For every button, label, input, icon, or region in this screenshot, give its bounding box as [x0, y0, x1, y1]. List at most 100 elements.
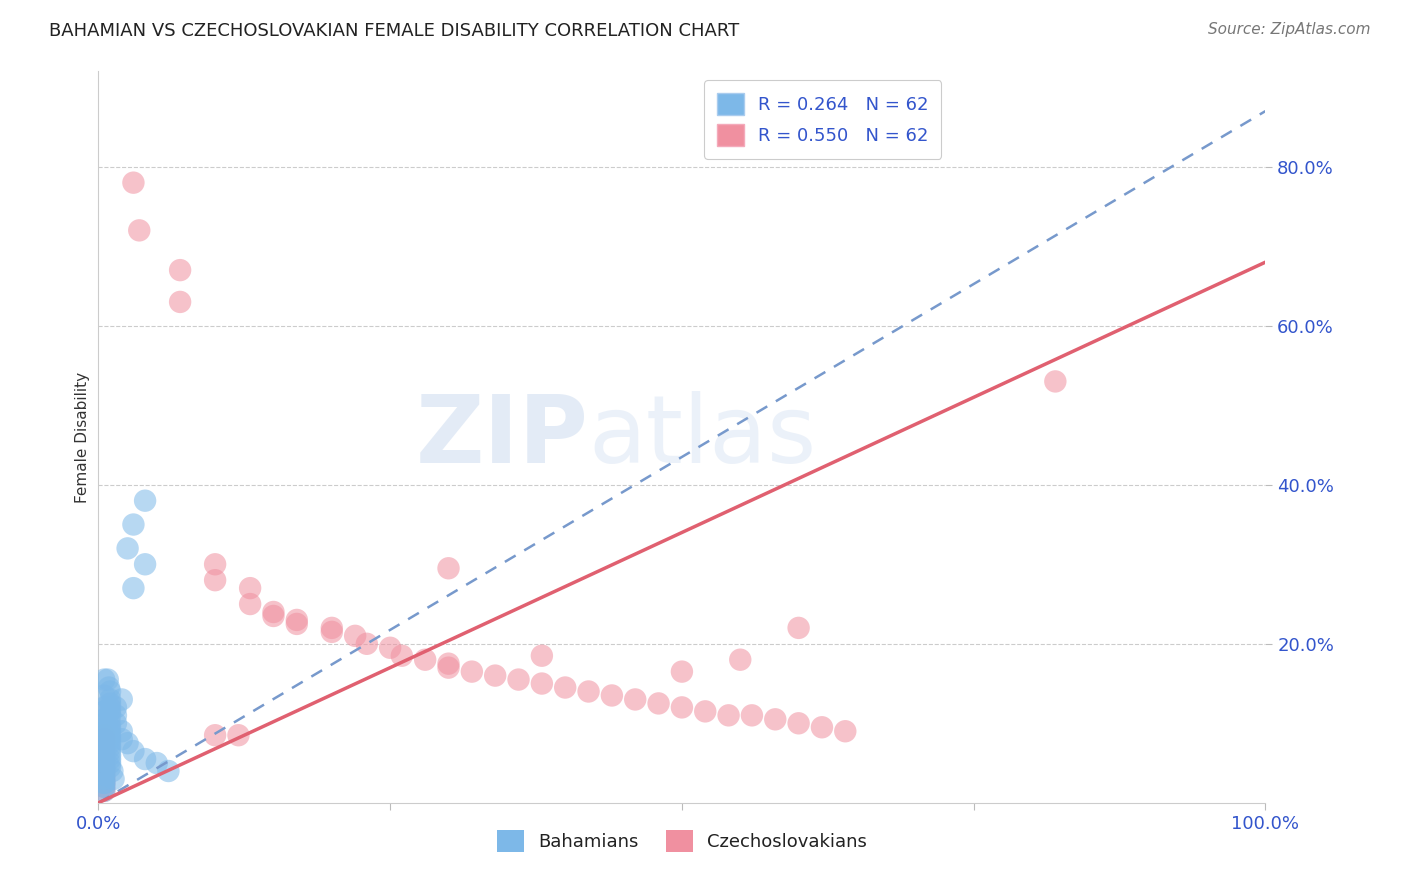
Point	[111, 724, 134, 739]
Point	[93, 780, 115, 794]
Point	[98, 684, 121, 698]
Point	[98, 697, 121, 711]
Point	[122, 517, 145, 532]
Point	[204, 558, 226, 572]
Point	[93, 760, 115, 774]
Point	[97, 673, 120, 687]
Point	[93, 776, 115, 790]
Point	[98, 736, 121, 750]
Point	[93, 728, 115, 742]
Text: ZIP: ZIP	[416, 391, 589, 483]
Text: Source: ZipAtlas.com: Source: ZipAtlas.com	[1208, 22, 1371, 37]
Point	[554, 681, 576, 695]
Point	[285, 616, 308, 631]
Point	[356, 637, 378, 651]
Point	[93, 673, 115, 687]
Point	[93, 736, 115, 750]
Point	[98, 756, 121, 770]
Point	[741, 708, 763, 723]
Point	[437, 660, 460, 674]
Point	[93, 700, 115, 714]
Point	[93, 712, 115, 726]
Legend: Bahamians, Czechoslovakians: Bahamians, Czechoslovakians	[489, 823, 875, 860]
Point	[93, 772, 115, 786]
Point	[104, 700, 127, 714]
Point	[93, 740, 115, 755]
Point	[600, 689, 623, 703]
Point	[122, 176, 145, 190]
Point	[484, 668, 506, 682]
Point	[98, 724, 121, 739]
Point	[98, 708, 121, 723]
Point	[98, 748, 121, 763]
Point	[93, 732, 115, 747]
Point	[647, 697, 669, 711]
Point	[98, 732, 121, 747]
Point	[437, 561, 460, 575]
Point	[787, 716, 810, 731]
Point	[239, 597, 262, 611]
Point	[93, 764, 115, 778]
Point	[98, 692, 121, 706]
Point	[98, 760, 121, 774]
Point	[380, 640, 402, 655]
Point	[93, 764, 115, 778]
Point	[695, 705, 717, 719]
Point	[103, 772, 125, 786]
Point	[111, 692, 134, 706]
Point	[228, 728, 250, 742]
Point	[834, 724, 856, 739]
Point	[413, 653, 436, 667]
Point	[93, 728, 115, 742]
Point	[93, 752, 115, 766]
Point	[146, 756, 169, 770]
Point	[98, 752, 121, 766]
Point	[321, 624, 343, 639]
Point	[262, 605, 284, 619]
Point	[624, 692, 647, 706]
Point	[98, 728, 121, 742]
Point	[93, 780, 115, 794]
Point	[93, 748, 115, 763]
Point	[530, 676, 553, 690]
Point	[391, 648, 413, 663]
Point	[93, 744, 115, 758]
Point	[811, 720, 834, 734]
Point	[787, 621, 810, 635]
Y-axis label: Female Disability: Female Disability	[75, 371, 90, 503]
Point	[93, 760, 115, 774]
Point	[262, 609, 284, 624]
Point	[93, 776, 115, 790]
Point	[134, 493, 156, 508]
Point	[117, 541, 139, 556]
Point	[717, 708, 740, 723]
Point	[578, 684, 600, 698]
Point	[104, 708, 127, 723]
Point	[134, 558, 156, 572]
Point	[134, 752, 156, 766]
Point	[1045, 375, 1067, 389]
Point	[93, 776, 115, 790]
Point	[508, 673, 530, 687]
Point	[93, 768, 115, 782]
Point	[93, 752, 115, 766]
Text: BAHAMIAN VS CZECHOSLOVAKIAN FEMALE DISABILITY CORRELATION CHART: BAHAMIAN VS CZECHOSLOVAKIAN FEMALE DISAB…	[49, 22, 740, 40]
Point	[93, 689, 115, 703]
Point	[437, 657, 460, 671]
Point	[93, 760, 115, 774]
Point	[344, 629, 367, 643]
Point	[93, 736, 115, 750]
Point	[98, 705, 121, 719]
Point	[98, 740, 121, 755]
Point	[530, 648, 553, 663]
Point	[93, 748, 115, 763]
Point	[730, 653, 752, 667]
Point	[461, 665, 484, 679]
Point	[93, 740, 115, 755]
Point	[204, 573, 226, 587]
Point	[93, 705, 115, 719]
Point	[321, 621, 343, 635]
Point	[122, 581, 145, 595]
Point	[671, 665, 693, 679]
Point	[98, 720, 121, 734]
